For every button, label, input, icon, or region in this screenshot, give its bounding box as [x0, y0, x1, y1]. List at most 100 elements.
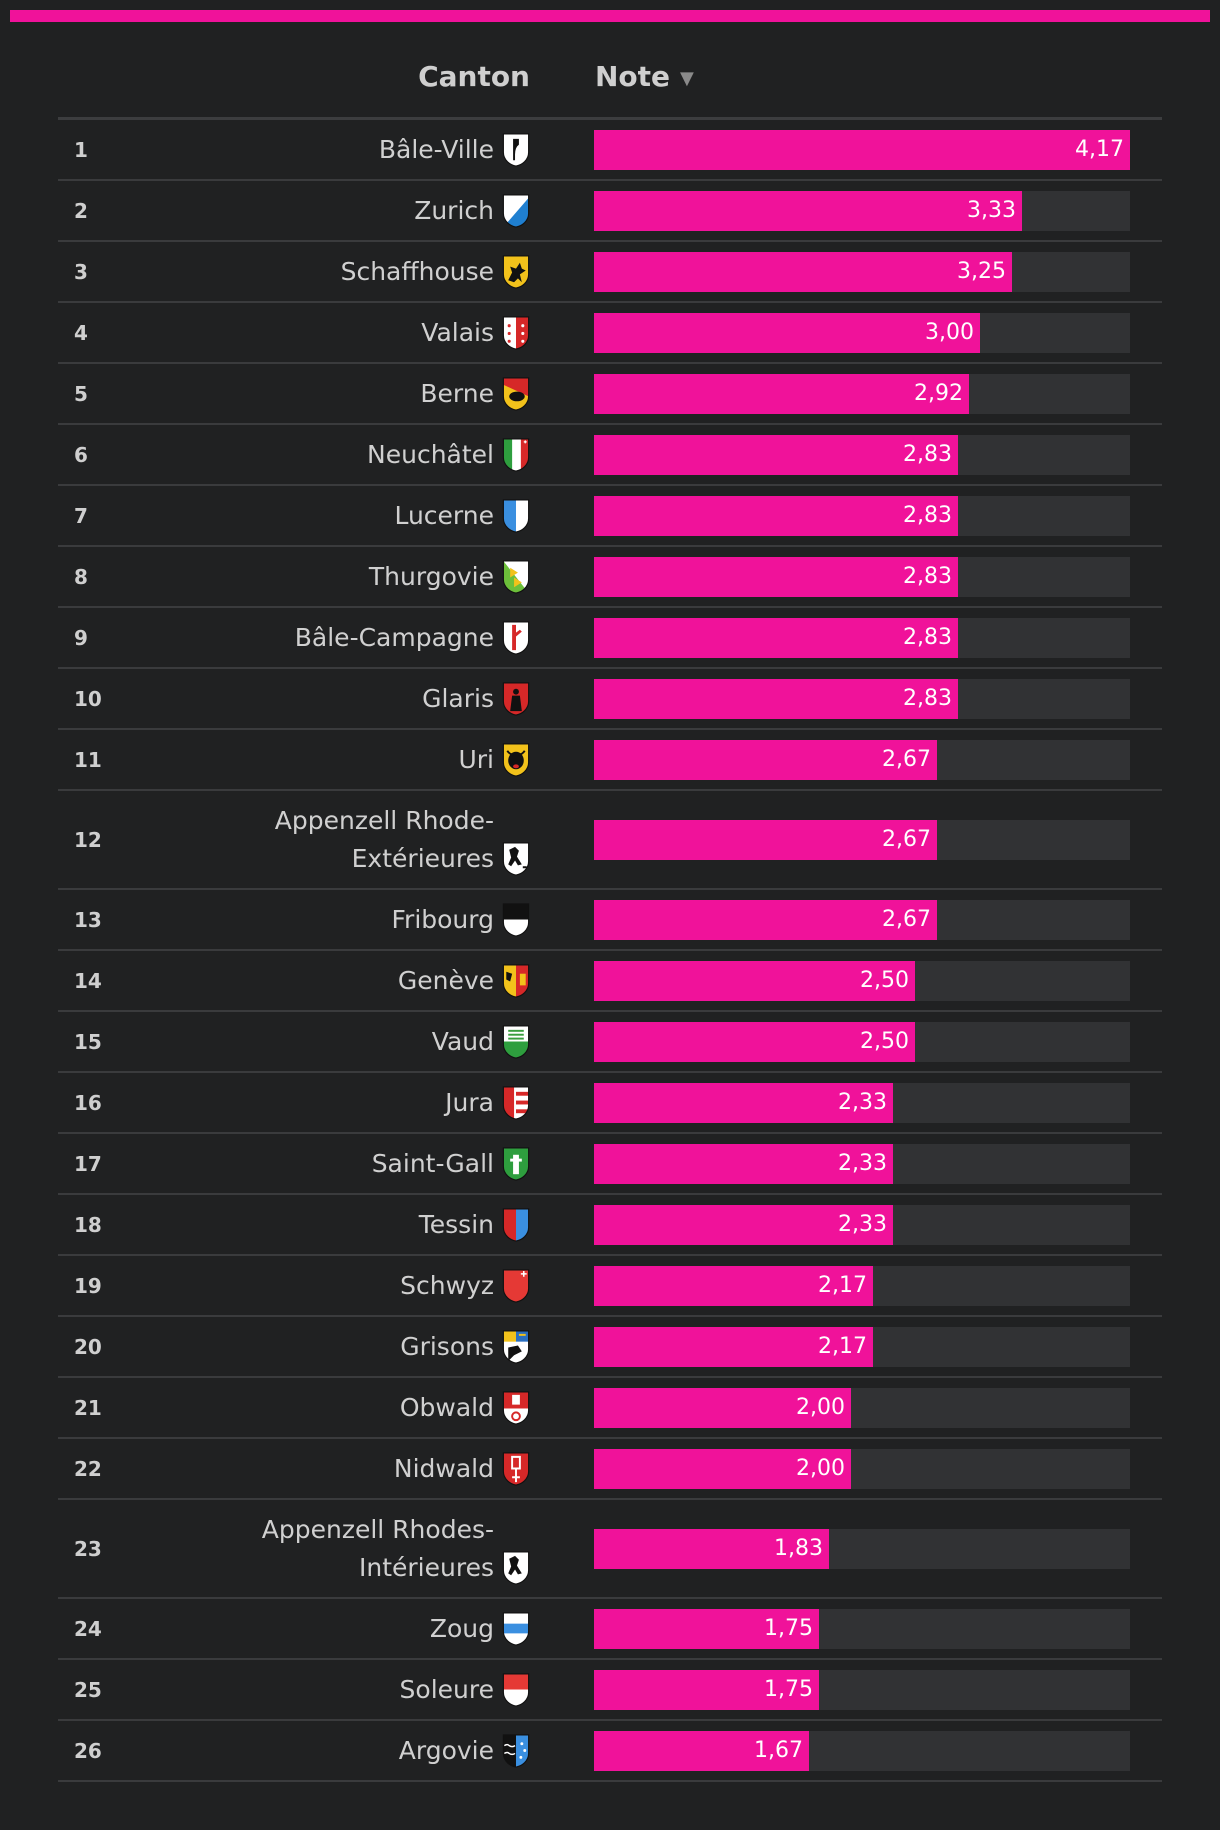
column-header-canton[interactable]: Canton — [418, 60, 530, 93]
canton-name: Fribourg — [391, 904, 494, 934]
bar-glarus[interactable]: 2,83 — [594, 678, 958, 719]
bar-value-label: 2,17 — [818, 1273, 867, 1298]
table-row[interactable]: 14 Genève 2,50 — [58, 951, 1162, 1012]
bar-schaffhausen[interactable]: 3,25 — [594, 251, 1012, 292]
table-row[interactable]: 23 Appenzell Rhodes-Intérieures 1,83 — [58, 1500, 1162, 1599]
bar-schwyz[interactable]: 2,17 — [594, 1265, 873, 1306]
table-row[interactable]: 16 Jura 2,33 — [58, 1073, 1162, 1134]
bar-fribourg[interactable]: 2,67 — [594, 899, 937, 940]
rank-number: 10 — [74, 686, 102, 711]
bar-track: 1,75 — [594, 1608, 1130, 1649]
bar-track: 2,83 — [594, 495, 1130, 536]
table-row[interactable]: 15 Vaud 2,50 — [58, 1012, 1162, 1073]
canton-cell: Neuchâtel — [158, 425, 530, 484]
bar-graubunden[interactable]: 2,17 — [594, 1326, 873, 1367]
bar-appenzell-ai[interactable]: 1,83 — [594, 1528, 829, 1569]
table-row[interactable]: 3 Schaffhouse 3,25 — [58, 242, 1162, 303]
bar-basel-stadt[interactable]: 4,17 — [594, 129, 1130, 170]
bar-valais[interactable]: 3,00 — [594, 312, 980, 353]
bar-zug[interactable]: 1,75 — [594, 1608, 819, 1649]
bar-obwalden[interactable]: 2,00 — [594, 1387, 851, 1428]
bar-track: 2,50 — [594, 960, 1130, 1001]
bar-st-gallen[interactable]: 2,33 — [594, 1143, 893, 1184]
bar-basel-land[interactable]: 2,83 — [594, 617, 958, 658]
bar-appenzell-ar[interactable]: 2,67 — [594, 819, 937, 860]
table-header: Canton Note ▼ — [58, 40, 1162, 120]
lucerne-crest-icon — [502, 498, 530, 533]
column-header-note[interactable]: Note ▼ — [595, 60, 694, 93]
canton-cell: Grisons — [158, 1317, 530, 1376]
obwalden-crest-icon — [502, 1390, 530, 1425]
bar-value-label: 2,83 — [903, 442, 952, 467]
table-row[interactable]: 2 Zurich 3,33 — [58, 181, 1162, 242]
rank-number: 3 — [74, 259, 88, 284]
table-row[interactable]: 6 Neuchâtel 2,83 — [58, 425, 1162, 486]
jura-crest-icon — [502, 1085, 530, 1120]
bar-thurgau[interactable]: 2,83 — [594, 556, 958, 597]
rank-number: 1 — [74, 137, 88, 162]
rank-number: 13 — [74, 907, 102, 932]
ranking-table: Canton Note ▼ 1 Bâle-Ville 4,17 2 Zurich 3,33 3… — [58, 40, 1162, 1782]
table-row[interactable]: 8 Thurgovie 2,83 — [58, 547, 1162, 608]
table-row[interactable]: 1 Bâle-Ville 4,17 — [58, 120, 1162, 181]
bar-value-label: 2,83 — [903, 625, 952, 650]
table-row[interactable]: 18 Tessin 2,33 — [58, 1195, 1162, 1256]
rank-number: 21 — [74, 1395, 102, 1420]
table-row[interactable]: 7 Lucerne 2,83 — [58, 486, 1162, 547]
bar-lucerne[interactable]: 2,83 — [594, 495, 958, 536]
table-row[interactable]: 21 Obwald 2,00 — [58, 1378, 1162, 1439]
table-row[interactable]: 20 Grisons 2,17 — [58, 1317, 1162, 1378]
bar-value-label: 3,00 — [925, 320, 974, 345]
bar-geneva[interactable]: 2,50 — [594, 960, 915, 1001]
bar-nidwalden[interactable]: 2,00 — [594, 1448, 851, 1489]
bar-track: 2,00 — [594, 1387, 1130, 1428]
table-row[interactable]: 10 Glaris 2,83 — [58, 669, 1162, 730]
canton-cell: Appenzell Rhode-Extérieures — [158, 791, 530, 888]
table-row[interactable]: 9 Bâle-Campagne 2,83 — [58, 608, 1162, 669]
table-row[interactable]: 12 Appenzell Rhode-Extérieures 2,67 — [58, 791, 1162, 890]
bar-neuchatel[interactable]: 2,83 — [594, 434, 958, 475]
sort-desc-icon[interactable]: ▼ — [680, 67, 694, 89]
table-row[interactable]: 5 Berne 2,92 — [58, 364, 1162, 425]
bar-jura[interactable]: 2,33 — [594, 1082, 893, 1123]
bar-zurich[interactable]: 3,33 — [594, 190, 1022, 231]
bar-track: 3,25 — [594, 251, 1130, 292]
bar-bern[interactable]: 2,92 — [594, 373, 969, 414]
canton-cell: Bâle-Ville — [158, 120, 530, 179]
table-row[interactable]: 17 Saint-Gall 2,33 — [58, 1134, 1162, 1195]
bar-vaud[interactable]: 2,50 — [594, 1021, 915, 1062]
rank-number: 23 — [74, 1536, 102, 1561]
canton-name: Grisons — [400, 1331, 494, 1361]
table-row[interactable]: 25 Soleure 1,75 — [58, 1660, 1162, 1721]
bar-ticino[interactable]: 2,33 — [594, 1204, 893, 1245]
table-row[interactable]: 19 Schwyz 2,17 — [58, 1256, 1162, 1317]
bar-solothurn[interactable]: 1,75 — [594, 1669, 819, 1710]
aargau-crest-icon — [502, 1733, 530, 1768]
zug-crest-icon — [502, 1611, 530, 1646]
table-row[interactable]: 24 Zoug 1,75 — [58, 1599, 1162, 1660]
bar-uri[interactable]: 2,67 — [594, 739, 937, 780]
schwyz-crest-icon — [502, 1268, 530, 1303]
table-row[interactable]: 4 Valais 3,00 — [58, 303, 1162, 364]
table-row[interactable]: 26 Argovie 1,67 — [58, 1721, 1162, 1782]
canton-name: Thurgovie — [368, 561, 494, 591]
canton-cell: Glaris — [158, 669, 530, 728]
canton-name: Schwyz — [400, 1270, 494, 1300]
rank-number: 22 — [74, 1456, 102, 1481]
canton-name: Jura — [445, 1087, 494, 1117]
nidwalden-crest-icon — [502, 1451, 530, 1486]
canton-name: Schaffhouse — [340, 256, 494, 286]
bar-value-label: 2,67 — [882, 827, 931, 852]
neuchatel-crest-icon — [502, 437, 530, 472]
canton-cell: Valais — [158, 303, 530, 362]
canton-cell: Fribourg — [158, 890, 530, 949]
bar-aargau[interactable]: 1,67 — [594, 1730, 809, 1771]
rank-number: 6 — [74, 442, 88, 467]
table-row[interactable]: 13 Fribourg 2,67 — [58, 890, 1162, 951]
bar-value-label: 2,50 — [860, 1029, 909, 1054]
rank-number: 9 — [74, 625, 88, 650]
table-row[interactable]: 22 Nidwald 2,00 — [58, 1439, 1162, 1500]
rank-number: 24 — [74, 1616, 102, 1641]
table-row[interactable]: 11 Uri 2,67 — [58, 730, 1162, 791]
canton-cell: Soleure — [158, 1660, 530, 1719]
